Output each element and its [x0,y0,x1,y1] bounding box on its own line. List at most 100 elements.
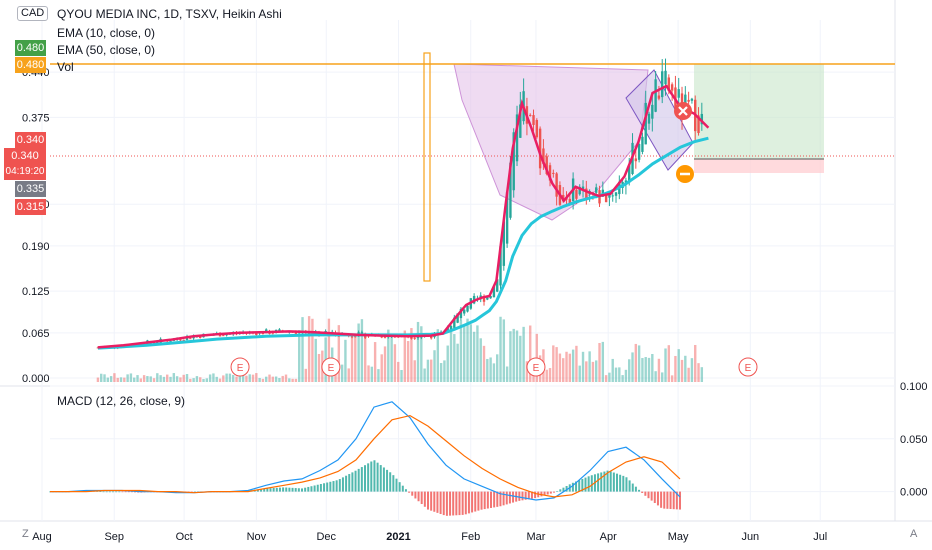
time-tick-label: Apr [600,531,617,543]
macd-hist-bar [663,491,666,509]
volume-bar [225,373,228,382]
earnings-marker-icon[interactable]: E [526,357,546,377]
volume-bar [106,377,110,382]
vol-legend[interactable]: Vol [57,60,74,74]
signal-line[interactable] [50,414,681,498]
price-tick-label: 0.065 [22,328,50,340]
ema10-line[interactable] [97,84,710,349]
volume-bar [522,326,525,382]
volume-bar [684,355,687,382]
volume-bar [126,374,129,382]
volume-bar [294,378,298,382]
macd-hist-bar [420,491,423,505]
candle-body [628,165,631,183]
volume-bar [367,365,370,382]
volume-bar [166,374,169,382]
volume-bar [387,329,390,382]
target-zone[interactable] [694,64,824,159]
ema10-legend[interactable]: EMA (10, close, 0) [57,26,156,40]
macd-hist-bar [433,491,436,512]
macd-legend[interactable]: MACD (12, 26, close, 9) [57,394,186,408]
macd-hist-bar [130,491,133,493]
auto-scale-button[interactable]: A [910,528,918,540]
macd-hist-bar [316,484,319,492]
candle-body [182,339,185,341]
ema50-line[interactable] [97,136,709,350]
volume-bar [344,339,347,382]
candle-body [502,221,506,266]
macd-hist-bar [436,491,439,513]
volume-bar [637,345,641,382]
volume-bar [354,333,357,382]
volume-bar [568,353,572,382]
volume-bar [202,378,205,382]
currency-badge[interactable]: CAD [17,6,49,21]
ema10-price-tag: 0.480 [15,40,46,56]
breakout-box[interactable] [423,52,431,282]
volume-bar [410,328,413,382]
volume-bar [390,337,393,382]
volume-bar [208,374,212,382]
macd-hist-bar [540,491,543,497]
candle-body [199,336,202,339]
earnings-marker-icon[interactable]: E [230,357,250,377]
macd-hist-bar [449,491,452,516]
macd-hist-bar [326,482,329,492]
candle-body [657,95,661,99]
earnings-marker-icon[interactable]: E [738,357,758,377]
volume-bar [383,346,387,382]
time-tick-label: Jun [741,531,759,543]
macd-hist-bar [527,491,530,500]
macd-hist-bar [335,480,338,492]
macd-hist-bar [386,469,389,492]
volume-bar [674,355,677,382]
candle-body [568,198,572,204]
volume-bar [159,375,162,382]
candle-body [519,104,522,138]
macd-hist-bar [266,488,269,492]
volume-bar [258,377,261,382]
macd-hist-bar [656,491,659,506]
macd-hist-bar [121,491,124,493]
ema50-legend[interactable]: EMA (50, close, 0) [57,43,156,57]
macd-hist-bar [578,480,581,492]
macd-hist-bar [102,491,105,493]
volume-bar [172,373,176,382]
macd-hist-bar [666,491,669,509]
zoom-button[interactable]: Z [22,528,29,540]
price-tick-label: 0.000 [22,373,50,385]
volume-bar [680,359,684,382]
minus-marker-icon[interactable] [676,165,694,183]
macd-hist-bar [455,491,458,516]
macd-hist-bar [477,491,480,511]
macd-hist-bar [625,477,628,492]
candle-body [430,336,433,339]
macd-hist-bar [530,491,533,499]
macd-hist-bar [628,480,631,492]
volume-bar [694,344,697,382]
volume-bar [281,375,284,382]
macd-hist-bar [260,489,263,492]
stop-zone[interactable] [694,159,824,173]
macd-hist-bar [297,488,300,492]
candle-body [294,331,298,334]
candle-body [499,246,502,286]
volume-bar [271,376,275,382]
mid-price-tag: 0.335 [15,181,46,197]
volume-bar [469,324,473,382]
volume-bar [614,367,618,382]
candle-body [222,335,225,337]
macd-hist-bar [376,462,379,492]
candle-body [651,104,654,119]
earnings-marker-icon[interactable]: E [321,357,341,377]
close-marker-icon[interactable] [674,102,692,120]
volume-bar [251,374,255,382]
candle-body [664,70,667,85]
macd-hist-bar [616,473,618,492]
time-tick-label: May [668,531,689,543]
volume-bar [463,326,466,382]
volume-bar [628,359,631,382]
volume-bar [255,373,258,382]
volume-bar [416,321,420,382]
